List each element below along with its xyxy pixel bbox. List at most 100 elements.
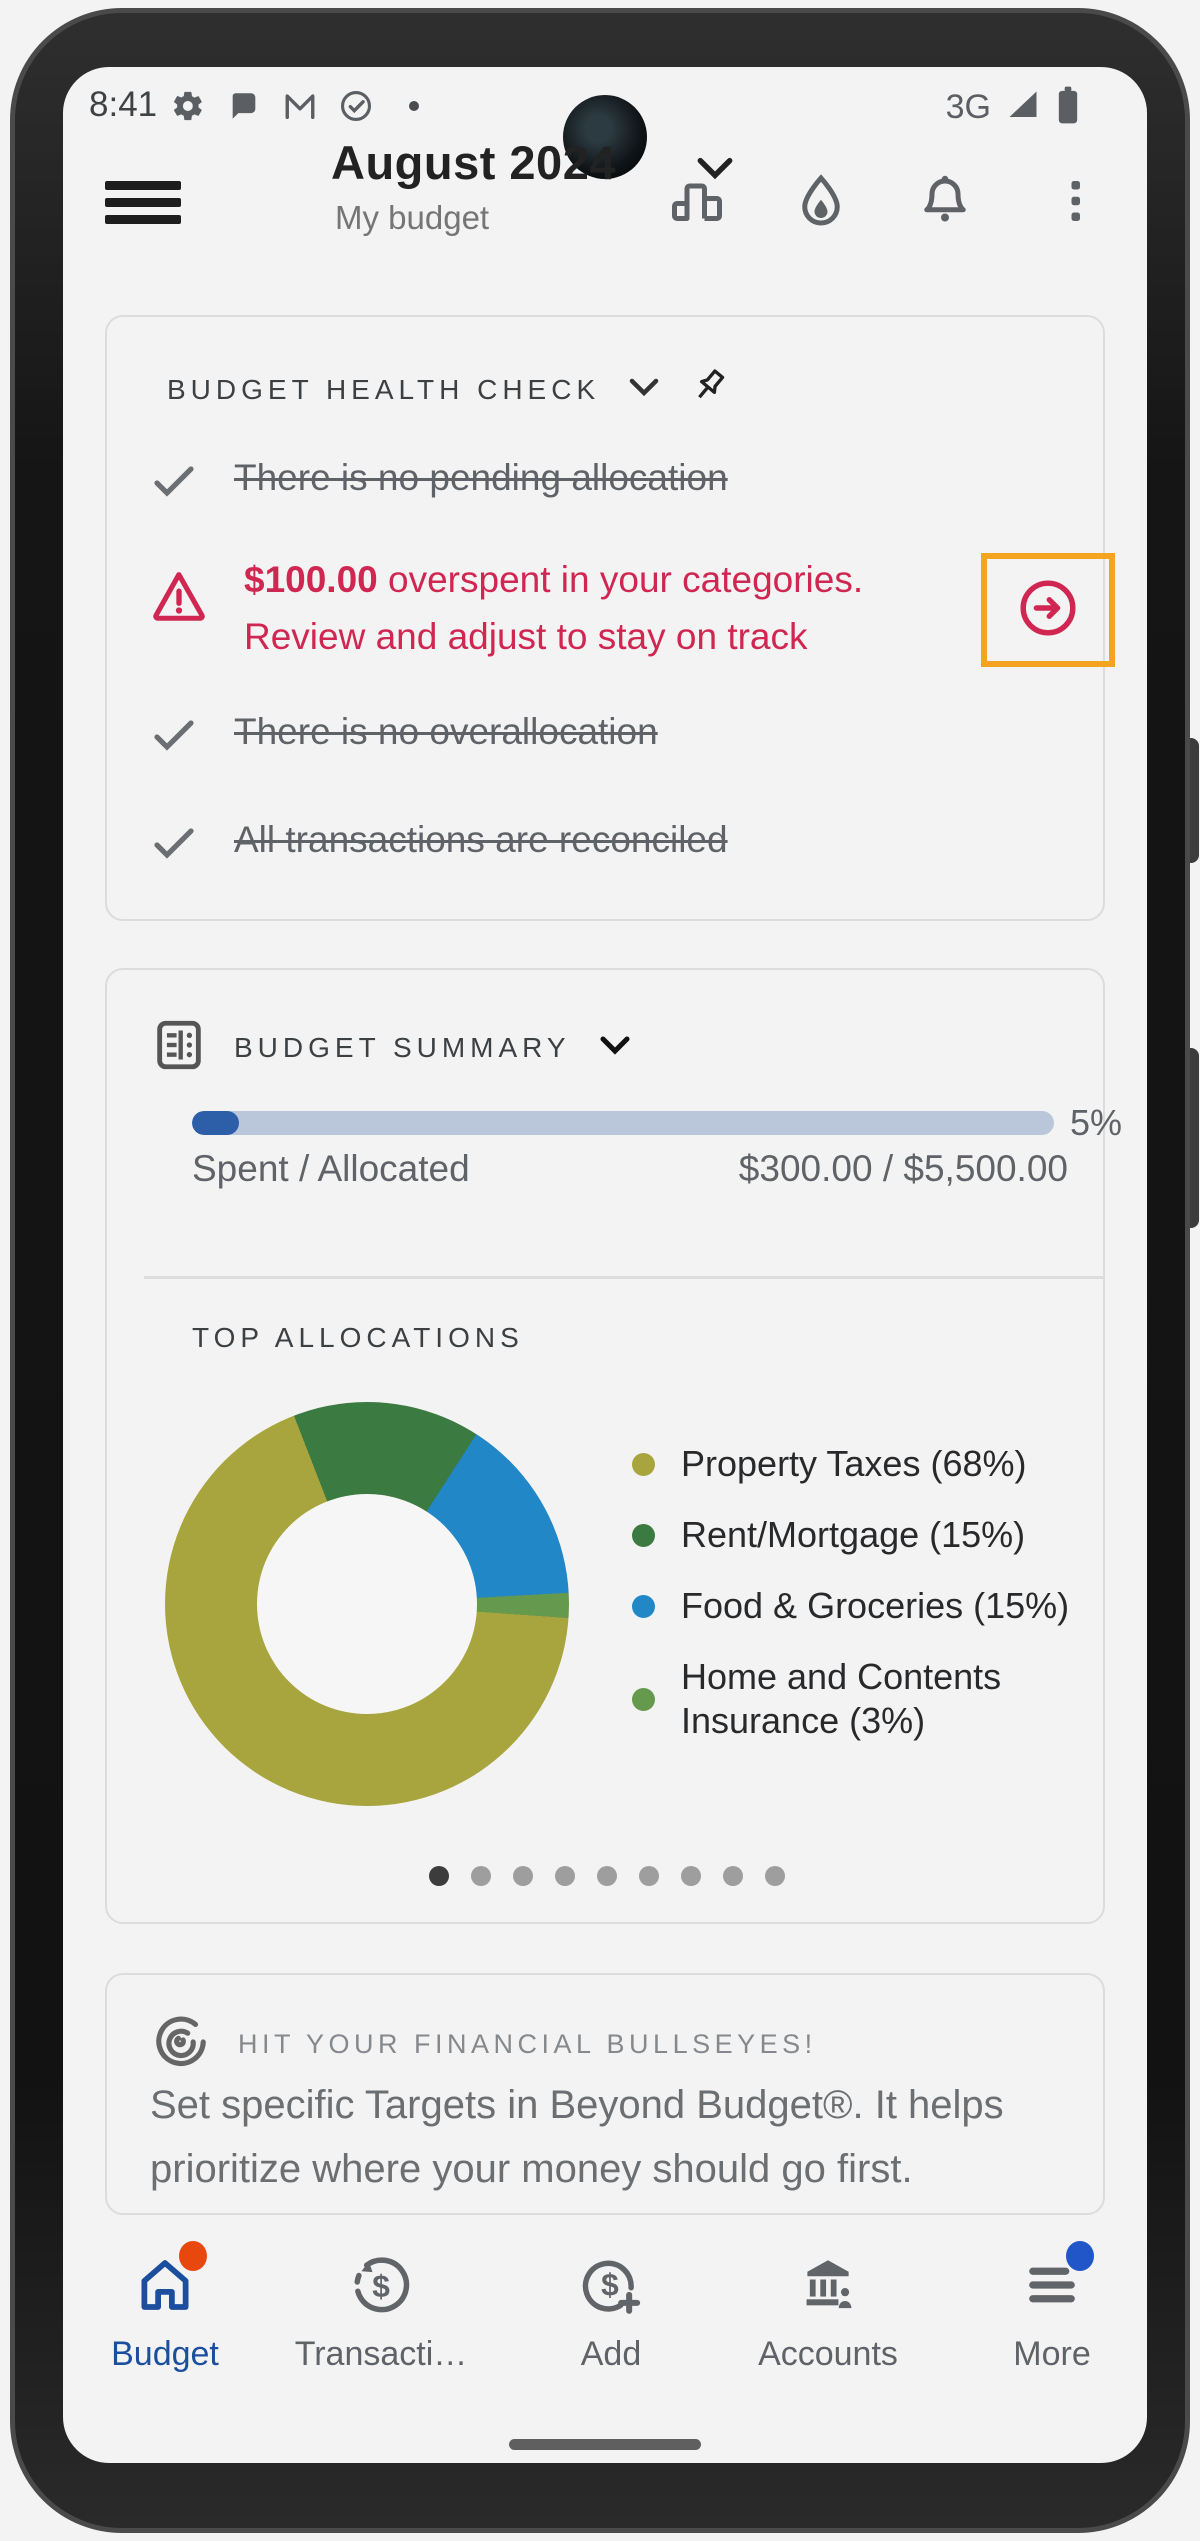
health-check-title: BUDGET HEALTH CHECK xyxy=(167,373,601,405)
chat-bubble-icon xyxy=(227,89,261,128)
nav-label: Accounts xyxy=(758,2335,898,2373)
notifications-bell-icon[interactable] xyxy=(915,171,975,231)
health-check-header[interactable]: BUDGET HEALTH CHECK xyxy=(167,367,728,412)
legend-label: Home and Contents Insurance (3%) xyxy=(681,1656,1002,1741)
legend-item: Food & Groceries (15%) xyxy=(632,1584,1082,1628)
carousel-dot[interactable] xyxy=(429,1866,449,1886)
chevron-down-icon[interactable] xyxy=(693,153,737,188)
donut-hole xyxy=(257,1494,477,1714)
tip-body: Set specific Targets in Beyond Budget®. … xyxy=(150,2083,1004,2191)
nav-accounts[interactable]: Accounts xyxy=(733,2249,923,2374)
nav-add[interactable]: $ Add xyxy=(516,2249,706,2374)
home-icon xyxy=(141,2260,189,2310)
targets-tip-card: HIT YOUR FINANCIAL BULLSEYES! Set specif… xyxy=(105,1973,1105,2215)
gmail-m-icon xyxy=(283,89,317,128)
summary-grid-icon xyxy=(150,1016,208,1079)
legend-dot xyxy=(632,1687,655,1711)
kebab-menu-icon[interactable] xyxy=(1045,171,1105,231)
health-check-text: There is no overallocation xyxy=(234,711,658,752)
front-camera xyxy=(563,95,647,179)
notification-dot-icon xyxy=(407,99,421,118)
pin-icon[interactable] xyxy=(688,367,728,412)
page-title[interactable]: August 2024 xyxy=(331,136,616,189)
progress-fill xyxy=(192,1111,240,1135)
transactions-refresh-dollar-icon: $ xyxy=(354,2257,410,2313)
carousel-dot[interactable] xyxy=(723,1866,743,1886)
settings-gear-icon xyxy=(171,89,205,128)
overspent-alert-row: $100.00 overspent in your categories. Re… xyxy=(150,551,1004,665)
legend-label: Food & Groceries (15%) xyxy=(681,1585,1070,1626)
health-check-item: All transactions are reconciled xyxy=(150,819,728,867)
carousel-dots xyxy=(107,1866,1107,1886)
svg-text:$: $ xyxy=(372,2268,390,2304)
nav-label: Budget xyxy=(111,2335,219,2373)
top-allocations-title: TOP ALLOCATIONS xyxy=(192,1322,524,1353)
bottom-navigation: Budget $ Transacti… $ Add xyxy=(63,2227,1147,2417)
legend-item: Property Taxes (68%) xyxy=(632,1442,1082,1486)
spent-allocated-value: $300.00 / $5,500.00 xyxy=(738,1148,1068,1189)
check-icon xyxy=(154,466,194,497)
svg-text:$: $ xyxy=(601,2266,619,2302)
check-icon xyxy=(154,828,194,859)
budget-summary-card: BUDGET SUMMARY 5% Spent / Allocated $300… xyxy=(105,968,1122,1924)
legend-dot xyxy=(632,1523,655,1547)
health-check-item: There is no overallocation xyxy=(150,711,658,759)
chevron-down-icon[interactable] xyxy=(626,375,662,404)
signal-icon xyxy=(1005,87,1041,128)
menu-hamburger-button[interactable] xyxy=(105,181,181,225)
task-check-icon xyxy=(339,89,373,128)
chevron-down-icon[interactable] xyxy=(597,1032,633,1063)
annotation-highlight-box xyxy=(981,553,1115,667)
legend-dot xyxy=(632,1594,655,1618)
add-dollar-circle-icon: $ xyxy=(582,2260,641,2314)
leaderboard-icon[interactable] xyxy=(667,171,727,231)
budget-name-subtitle: My budget xyxy=(335,199,490,236)
legend-label: Property Taxes (68%) xyxy=(681,1443,1027,1484)
health-check-text: There is no pending allocation xyxy=(234,457,728,498)
home-indicator-bar[interactable] xyxy=(509,2439,701,2450)
divider xyxy=(144,1276,1103,1279)
nav-budget[interactable]: Budget xyxy=(70,2241,260,2374)
check-icon xyxy=(154,720,194,751)
allocations-donut-chart xyxy=(165,1402,569,1806)
carousel-dot[interactable] xyxy=(555,1866,575,1886)
budget-summary-title: BUDGET SUMMARY xyxy=(234,1031,571,1063)
carousel-dot[interactable] xyxy=(681,1866,701,1886)
more-badge-dot xyxy=(1066,2241,1094,2271)
carousel-dot[interactable] xyxy=(471,1866,491,1886)
budget-health-check-card: BUDGET HEALTH CHECK There is no pending … xyxy=(105,315,1115,921)
legend-item: Rent/Mortgage (15%) xyxy=(632,1513,1082,1557)
phone-frame: 8:41 xyxy=(10,8,1190,2533)
legend-label: Rent/Mortgage (15%) xyxy=(681,1514,1026,1555)
budget-summary-header[interactable]: BUDGET SUMMARY xyxy=(150,1016,633,1079)
battery-icon xyxy=(1055,85,1081,130)
warning-triangle-icon xyxy=(153,572,205,621)
overspent-alert-text: $100.00 overspent in your categories. Re… xyxy=(244,559,864,657)
spent-allocated-label: Spent / Allocated xyxy=(192,1148,470,1189)
overspent-amount: $100.00 xyxy=(244,559,378,600)
go-to-overspent-button[interactable] xyxy=(1017,577,1079,644)
status-bar: 8:41 xyxy=(63,75,1147,135)
carousel-dot[interactable] xyxy=(597,1866,617,1886)
budget-badge-dot xyxy=(179,2241,207,2271)
health-check-text: All transactions are reconciled xyxy=(234,819,728,860)
water-drop-icon[interactable] xyxy=(791,171,851,231)
bullseye-icon xyxy=(150,2011,212,2078)
nav-more[interactable]: More xyxy=(957,2241,1147,2374)
bank-icon xyxy=(806,2260,852,2309)
health-check-item: There is no pending allocation xyxy=(150,457,728,505)
progress-track xyxy=(192,1111,1054,1135)
nav-transactions[interactable]: $ Transacti… xyxy=(286,2249,476,2374)
progress-percent: 5% xyxy=(1070,1102,1123,1143)
budget-progress: 5% xyxy=(192,1102,1147,1144)
menu-lines-icon xyxy=(1029,2267,1075,2303)
tip-title: HIT YOUR FINANCIAL BULLSEYES! xyxy=(238,2029,817,2059)
carousel-dot[interactable] xyxy=(639,1866,659,1886)
carousel-dot[interactable] xyxy=(765,1866,785,1886)
nav-label: Add xyxy=(580,2335,642,2373)
screen: 8:41 xyxy=(63,67,1147,2463)
carousel-dot[interactable] xyxy=(513,1866,533,1886)
legend-item: Home and Contents Insurance (3%) xyxy=(632,1655,1082,1743)
nav-label: More xyxy=(1013,2335,1091,2373)
